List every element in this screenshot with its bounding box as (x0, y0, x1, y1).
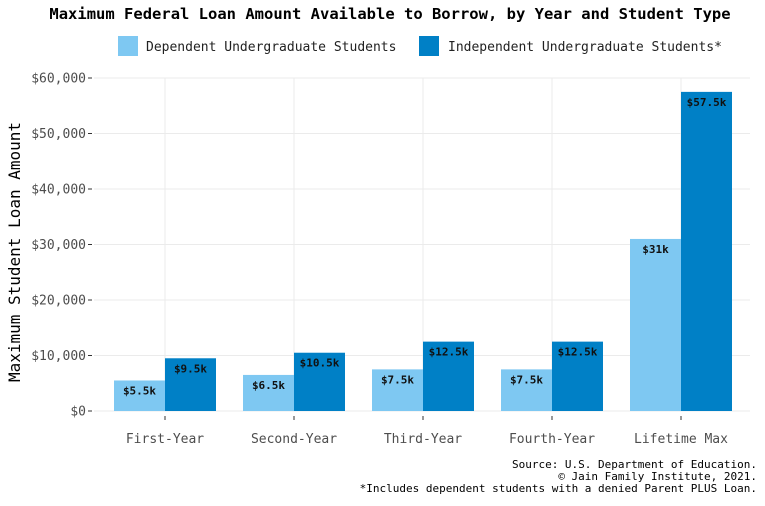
y-tick-label: $60,000 (31, 72, 86, 87)
bar-independent (294, 352, 345, 411)
legend-label-dependent: Dependent Undergraduate Students (146, 40, 396, 55)
bar-label-independent: $12.5k (558, 346, 598, 359)
y-tick-label: $50,000 (31, 127, 86, 142)
bar-labels: $5.5k $6.5k $7.5k $7.5k $31k $9.5k $10.5k $12.5… (123, 96, 727, 398)
bar-independent (423, 341, 474, 411)
legend-swatch-dependent (118, 36, 138, 56)
bar-label-dependent: $6.5k (252, 379, 285, 392)
y-tick-label: $0 (70, 405, 86, 420)
bar-label-independent: $9.5k (174, 362, 207, 375)
x-tick-label: Third-Year (384, 432, 462, 447)
y-tick-label: $20,000 (31, 294, 86, 309)
caption: Source: U.S. Department of Education. © … (360, 458, 757, 495)
bar-dependent (114, 380, 165, 411)
x-tick-label: First-Year (126, 432, 204, 447)
caption-copyright: © Jain Family Institute, 2021. (558, 470, 757, 483)
y-tick-label: $10,000 (31, 349, 86, 364)
x-tick-label: Second-Year (251, 432, 337, 447)
bar-dependent (501, 369, 552, 411)
bar-label-independent: $10.5k (300, 357, 340, 370)
chart-title: Maximum Federal Loan Amount Available to… (49, 5, 730, 23)
legend-label-independent: Independent Undergraduate Students* (448, 40, 722, 55)
y-tick-label: $40,000 (31, 183, 86, 198)
legend: Dependent Undergraduate Students Indepen… (118, 36, 722, 56)
y-axis-title: Maximum Student Loan Amount (5, 122, 24, 382)
bar-label-dependent: $7.5k (381, 373, 414, 386)
y-axis: $0 $10,000 $20,000 $30,000 $40,000 $50,000 $60… (31, 72, 92, 420)
legend-swatch-independent (419, 36, 439, 56)
bar-dependent (243, 374, 294, 411)
bar-independent (165, 358, 216, 411)
bar-independent (552, 341, 603, 411)
x-tick-label: Fourth-Year (509, 432, 595, 447)
caption-source: Source: U.S. Department of Education. (512, 458, 757, 471)
bar-label-independent: $12.5k (429, 346, 469, 359)
bar-dependent (630, 238, 681, 411)
bar-independent (681, 91, 732, 411)
x-axis: First-Year Second-Year Third-Year Fourth-Ye… (126, 416, 728, 447)
y-tick-label: $30,000 (31, 238, 86, 253)
bar-label-dependent: $7.5k (510, 373, 543, 386)
x-tick-label: Lifetime Max (634, 432, 728, 447)
bar-label-dependent: $5.5k (123, 384, 156, 397)
bar-dependent (372, 369, 423, 411)
caption-footnote: *Includes dependent students with a deni… (360, 482, 757, 495)
bars (114, 91, 732, 411)
bar-label-independent: $57.5k (687, 96, 727, 109)
bar-label-dependent: $31k (642, 243, 669, 256)
